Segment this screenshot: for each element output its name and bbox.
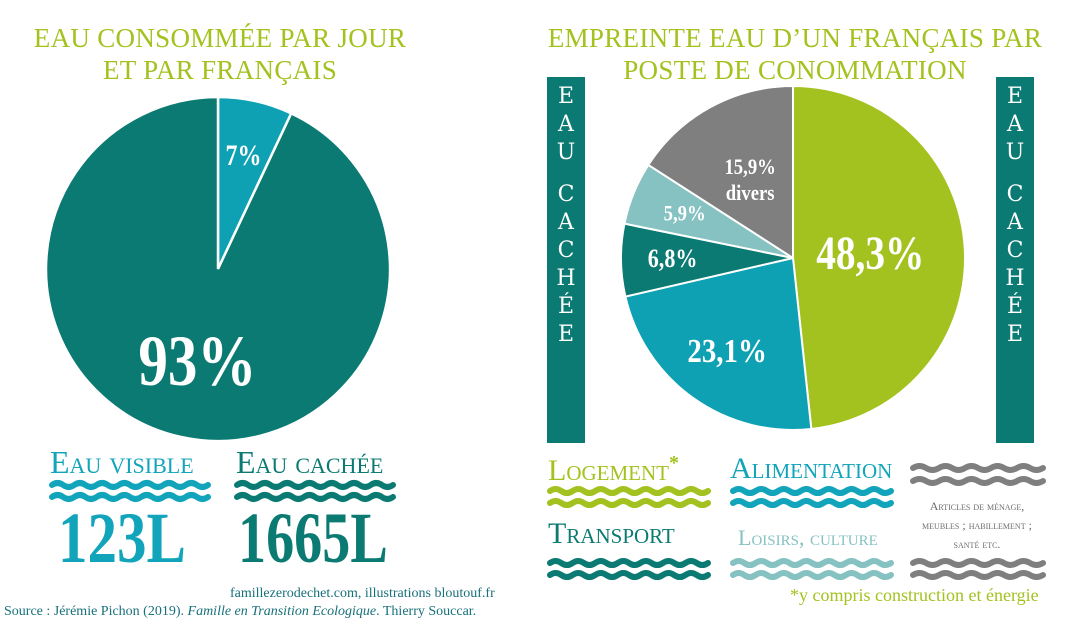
right-chart-title: EMPREINTE EAU D’UN FRANÇAIS PAR POSTE DE… <box>535 22 1055 86</box>
legend-articles: Articles de ménage, meubles ; habillemen… <box>922 499 1032 551</box>
wave-articles-top-0 <box>910 463 1046 473</box>
side-banner-letter: U <box>556 140 576 165</box>
right-pie-slice-4 <box>646 84 794 260</box>
wave-transport-0 <box>547 558 711 568</box>
right-pie-label-2: 6,8% <box>648 246 698 274</box>
side-banner-letter: C <box>1006 182 1024 207</box>
side-banner-letter: A <box>1007 112 1023 137</box>
credits-source: Source : Jérémie Pichon (2019). <box>4 604 188 619</box>
wave-logement-0 <box>547 486 711 496</box>
side-banner-letter: H <box>1005 266 1025 291</box>
wave-alimentation-1 <box>730 498 894 508</box>
side-banner-letter: É <box>1006 294 1024 319</box>
wave-eau-visible-0 <box>49 480 211 490</box>
amount-eau-visible: 123L <box>58 498 186 578</box>
right-pie-label-3: 5,9% <box>664 202 706 226</box>
side-banner-letter: E <box>557 84 575 109</box>
right-pie-label-4: 15,9% <box>724 156 775 180</box>
side-banner-letter: A <box>558 210 574 235</box>
left-wave-decoration <box>49 480 396 502</box>
wave-loisirs-1 <box>730 570 894 580</box>
right-title-line-1: EMPREINTE EAU D’UN FRANÇAIS PAR <box>547 23 1043 53</box>
wave-alimentation-0 <box>730 486 894 496</box>
legend-label-eau-cachee: Eau cachée <box>236 444 384 480</box>
side-banner-letter: E <box>1006 84 1024 109</box>
legend-transport: Transport <box>548 517 675 550</box>
right-pie-slice-1 <box>624 256 813 431</box>
wave-articles-bottom-0 <box>910 558 1046 568</box>
credits-book-title: Famille en Transition Ecologique <box>187 604 377 619</box>
wave-logement-1 <box>547 498 711 508</box>
side-banner-letter: C <box>557 182 575 207</box>
right-pie-slice-0 <box>792 84 966 431</box>
side-banner-letter: É <box>557 294 575 319</box>
wave-articles-bottom-1 <box>910 570 1046 580</box>
left-chart-title: EAU CONSOMMÉE PAR JOUR ET PAR FRANÇAIS <box>15 22 425 86</box>
left-title-line-1: EAU CONSOMMÉE PAR JOUR <box>33 23 407 53</box>
footnote: *y compris construction et énergie <box>790 585 1039 605</box>
right-pie-label-0: 48,3% <box>816 228 924 280</box>
side-banner-letter: A <box>1007 210 1023 235</box>
legend-label-eau-visible: Eau visible <box>50 444 194 480</box>
side-banner-letter: U <box>1005 140 1025 165</box>
left-pie-label-0: 7% <box>226 138 262 171</box>
side-banner-letter: C <box>557 238 575 263</box>
left-pie-label-1: 93% <box>138 321 256 401</box>
legend-alimentation: Alimentation <box>730 452 893 485</box>
wave-eau-visible-1 <box>49 492 211 502</box>
credits-line-2: Source : Jérémie Pichon (2019). Famille … <box>4 604 476 620</box>
right-title-line-2: POSTE DE CONOMMATION <box>623 55 967 85</box>
wave-loisirs-0 <box>730 558 894 568</box>
right-pie-chart: 48,3% 23,1% 6,8% 5,9% 15,9%divers <box>620 84 966 431</box>
side-banner-letter: H <box>556 266 576 291</box>
wave-eau-cachee-0 <box>234 480 396 490</box>
wave-articles-top-1 <box>910 476 1046 486</box>
legend-logement: Logement* <box>548 452 679 488</box>
side-banner-letter: E <box>1006 322 1024 347</box>
right-pie-label-1: 23,1% <box>687 332 766 370</box>
legend-logement-asterisk: * <box>668 452 679 474</box>
credits-line-1: famillezerodechet.com, illustrations blo… <box>230 586 495 601</box>
side-banner-letter: C <box>1006 238 1024 263</box>
amount-eau-cachee: 1665L <box>238 498 388 578</box>
side-banner-letter: E <box>557 322 575 347</box>
side-banner-letter: A <box>558 112 574 137</box>
credits-publisher: . Thierry Souccar. <box>376 604 477 619</box>
legend-loisirs-culture: Loisirs, culture <box>738 525 878 550</box>
left-pie-slice-1 <box>44 95 392 440</box>
right-pie-label-divers: divers <box>726 182 775 206</box>
left-pie-chart: 7% 93% <box>44 95 392 440</box>
legend-logement-label: Logement <box>548 454 669 487</box>
wave-eau-cachee-1 <box>234 492 396 502</box>
left-title-line-2: ET PAR FRANÇAIS <box>102 55 338 85</box>
wave-transport-1 <box>547 570 711 580</box>
